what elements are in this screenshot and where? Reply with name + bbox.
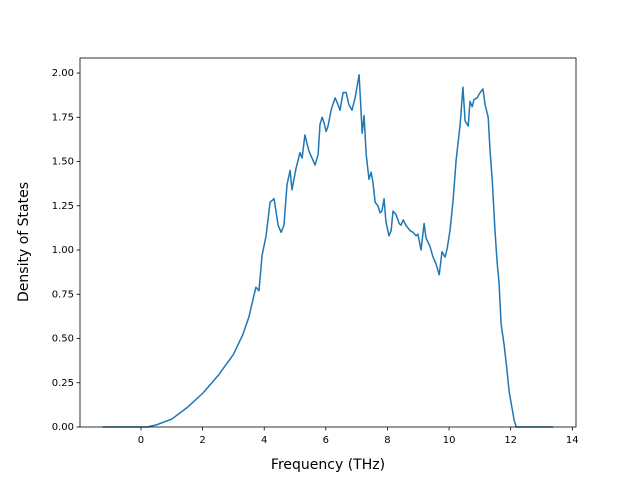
x-axis-label: Frequency (THz): [271, 457, 385, 473]
x-tick-label: 10: [443, 435, 456, 446]
y-tick-label: 1.25: [52, 201, 74, 212]
y-tick-label: 1.75: [52, 112, 74, 123]
plot-frame: [79, 57, 577, 428]
y-tick-label: 2.00: [52, 68, 74, 79]
x-tick-label: 12: [504, 435, 517, 446]
y-tick-label: 1.50: [52, 157, 74, 168]
x-tick-label: 2: [199, 435, 205, 446]
x-tick-label: 6: [323, 435, 329, 446]
y-tick-label: 0.75: [52, 289, 74, 300]
x-tick-label: 8: [384, 435, 390, 446]
x-tick-label: 14: [566, 435, 579, 446]
x-tick-label: 0: [138, 435, 144, 446]
y-tick-label: 1.00: [52, 245, 74, 256]
y-tick-label: 0.50: [52, 334, 74, 345]
x-tick-label: 4: [261, 435, 267, 446]
y-tick-label: 0.25: [52, 378, 74, 389]
y-tick-label: 0.00: [52, 422, 74, 433]
line: [102, 74, 554, 428]
y-axis-label: Density of States: [16, 182, 32, 302]
